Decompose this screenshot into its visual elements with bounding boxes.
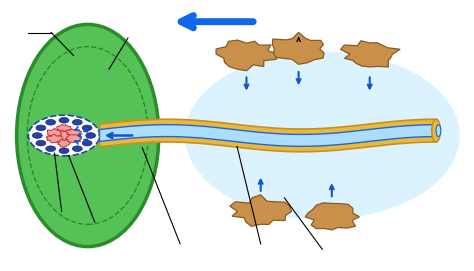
Polygon shape xyxy=(57,139,70,147)
Circle shape xyxy=(36,140,46,146)
Polygon shape xyxy=(100,119,436,152)
Circle shape xyxy=(36,125,46,131)
Ellipse shape xyxy=(17,24,159,247)
Polygon shape xyxy=(53,130,76,141)
Polygon shape xyxy=(57,124,71,132)
Circle shape xyxy=(82,125,92,131)
Ellipse shape xyxy=(185,51,460,220)
Polygon shape xyxy=(216,40,279,71)
Circle shape xyxy=(73,146,82,151)
Circle shape xyxy=(82,140,92,146)
Circle shape xyxy=(86,133,96,138)
Polygon shape xyxy=(100,125,436,146)
Circle shape xyxy=(32,133,42,138)
Polygon shape xyxy=(65,129,82,137)
Polygon shape xyxy=(46,134,63,143)
Polygon shape xyxy=(305,203,359,230)
Polygon shape xyxy=(230,195,292,226)
Polygon shape xyxy=(340,41,400,67)
Polygon shape xyxy=(47,128,62,137)
Circle shape xyxy=(73,120,82,125)
Circle shape xyxy=(59,117,69,123)
Circle shape xyxy=(46,120,55,125)
Ellipse shape xyxy=(432,119,440,142)
Ellipse shape xyxy=(436,125,441,137)
Circle shape xyxy=(46,146,55,151)
Polygon shape xyxy=(273,32,324,64)
Circle shape xyxy=(28,115,100,156)
Circle shape xyxy=(59,148,69,154)
Polygon shape xyxy=(65,135,82,143)
